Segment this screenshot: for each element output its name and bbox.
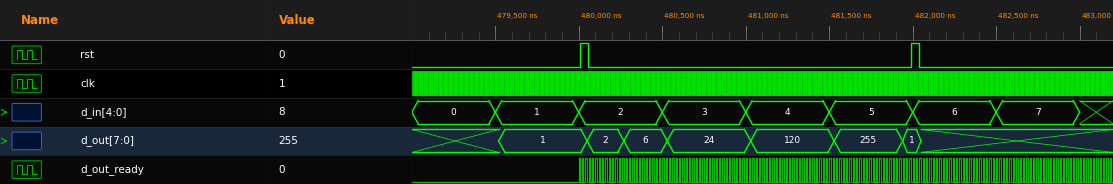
Polygon shape <box>495 101 579 124</box>
Polygon shape <box>903 130 922 152</box>
Text: 483,000: 483,000 <box>1082 13 1112 19</box>
Bar <box>267 127 412 155</box>
Polygon shape <box>746 101 829 124</box>
Text: 1: 1 <box>278 79 285 89</box>
FancyBboxPatch shape <box>12 132 41 150</box>
Text: 1: 1 <box>534 108 540 117</box>
Text: 2: 2 <box>618 108 623 117</box>
Bar <box>412 69 1113 98</box>
Text: 255: 255 <box>278 136 298 146</box>
Text: 2: 2 <box>602 137 609 145</box>
Bar <box>267 155 412 184</box>
Polygon shape <box>835 130 903 152</box>
Text: d_out[7:0]: d_out[7:0] <box>80 135 135 146</box>
Polygon shape <box>750 130 835 152</box>
Text: Name: Name <box>21 14 59 27</box>
Polygon shape <box>412 101 495 124</box>
Text: 480,500 ns: 480,500 ns <box>664 13 705 19</box>
Text: 7: 7 <box>1035 108 1041 117</box>
Text: 6: 6 <box>952 108 957 117</box>
Bar <box>267 0 412 40</box>
Bar <box>267 98 412 127</box>
Polygon shape <box>913 101 996 124</box>
Bar <box>0 40 267 69</box>
Text: d_out_ready: d_out_ready <box>80 164 144 175</box>
Text: 480,000 ns: 480,000 ns <box>581 13 621 19</box>
Polygon shape <box>579 101 662 124</box>
Text: 5: 5 <box>868 108 874 117</box>
Text: 0: 0 <box>451 108 456 117</box>
Bar <box>412 127 1113 155</box>
Text: 482,000 ns: 482,000 ns <box>915 13 955 19</box>
Bar <box>412 40 1113 69</box>
Text: 120: 120 <box>784 137 801 145</box>
Text: 0: 0 <box>278 165 285 175</box>
Polygon shape <box>499 130 588 152</box>
Polygon shape <box>623 130 668 152</box>
Text: 3: 3 <box>701 108 707 117</box>
Text: Value: Value <box>278 14 315 27</box>
Text: 0: 0 <box>278 50 285 60</box>
FancyBboxPatch shape <box>12 161 41 178</box>
Bar <box>412 155 1113 184</box>
Text: 1: 1 <box>540 137 545 145</box>
Text: 479,500 ns: 479,500 ns <box>498 13 538 19</box>
Polygon shape <box>829 101 913 124</box>
FancyBboxPatch shape <box>12 75 41 92</box>
Text: 8: 8 <box>278 107 285 117</box>
Text: 481,000 ns: 481,000 ns <box>748 13 788 19</box>
Bar <box>0 69 267 98</box>
Bar <box>0 155 267 184</box>
Text: clk: clk <box>80 79 95 89</box>
Polygon shape <box>668 130 750 152</box>
FancyBboxPatch shape <box>12 103 41 121</box>
FancyBboxPatch shape <box>12 46 41 64</box>
Bar <box>412 98 1113 127</box>
Text: 24: 24 <box>703 137 715 145</box>
Bar <box>0 0 267 40</box>
Text: 255: 255 <box>860 137 877 145</box>
Text: 6: 6 <box>642 137 649 145</box>
Bar <box>0 98 267 127</box>
Text: 1: 1 <box>909 137 915 145</box>
Text: 482,500 ns: 482,500 ns <box>998 13 1038 19</box>
Polygon shape <box>996 101 1080 124</box>
Polygon shape <box>662 101 746 124</box>
Polygon shape <box>588 130 623 152</box>
Text: rst: rst <box>80 50 95 60</box>
Bar <box>412 0 1113 40</box>
Text: 4: 4 <box>785 108 790 117</box>
Bar <box>267 40 412 69</box>
Text: d_in[4:0]: d_in[4:0] <box>80 107 127 118</box>
Bar <box>0 127 267 155</box>
Bar <box>267 69 412 98</box>
Text: 481,500 ns: 481,500 ns <box>831 13 871 19</box>
